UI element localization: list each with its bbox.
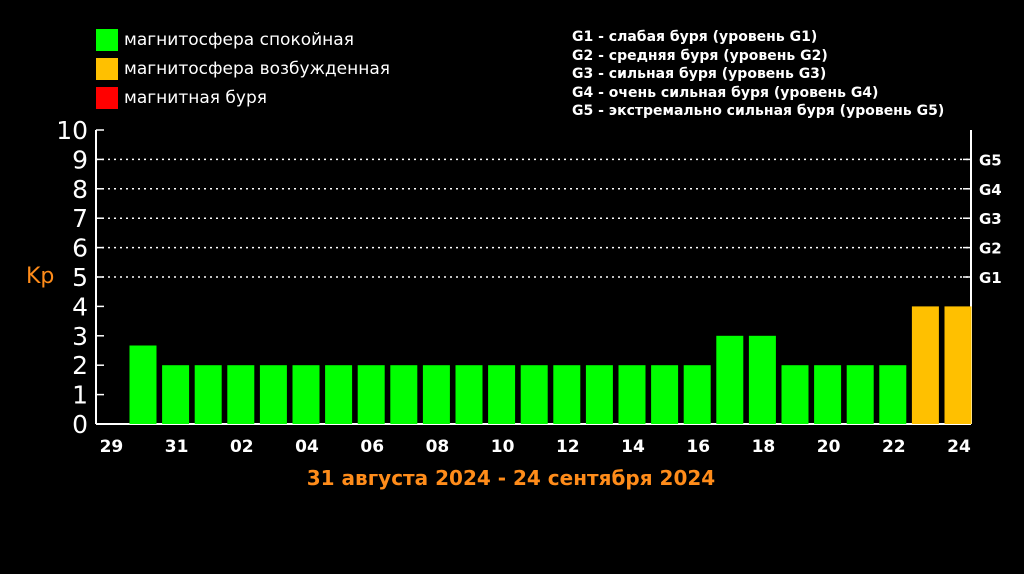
bar-16	[683, 365, 711, 424]
bar-10	[488, 365, 516, 424]
bar-08	[422, 365, 450, 424]
bar-17	[716, 335, 744, 424]
x-tick-label-22: 22	[882, 437, 906, 457]
storm-level-g3: G3 - сильная буря (уровень G3)	[572, 66, 827, 82]
bar-01	[194, 365, 222, 424]
bar-03	[259, 365, 287, 424]
legend-label-calm: магнитосфера спокойная	[124, 30, 354, 50]
bar-18	[748, 335, 776, 424]
storm-level-g5: G5 - экстремально сильная буря (уровень …	[572, 103, 945, 119]
bar-21	[846, 365, 874, 424]
legend-swatch-excited	[96, 58, 118, 80]
bar-13	[585, 365, 613, 424]
bar-14	[618, 365, 646, 424]
storm-level-g4: G4 - очень сильная буря (уровень G4)	[572, 84, 879, 101]
bar-09	[455, 365, 483, 424]
storm-level-list: G1 - слабая буря (уровень G1) G2 - средн…	[572, 28, 944, 121]
bar-31	[162, 365, 190, 424]
legend-item-calm: магнитосфера спокойная	[96, 29, 354, 51]
right-tick-label-g4: G4	[979, 181, 1002, 199]
x-tick-label-02: 02	[230, 437, 254, 457]
y-axis-label: Kp	[26, 264, 55, 289]
bar-20	[814, 365, 842, 424]
x-tick-label-16: 16	[686, 437, 710, 457]
bar-05	[325, 365, 353, 424]
bar-02	[227, 365, 255, 424]
x-tick-label-24: 24	[947, 437, 971, 457]
x-tick-label-06: 06	[360, 437, 384, 457]
bar-30	[129, 345, 157, 424]
bar-11	[520, 365, 548, 424]
y-tick-label-9: 9	[72, 145, 88, 174]
right-tick-label-g1: G1	[979, 269, 1002, 287]
bar-23	[911, 306, 939, 424]
right-tick-label-g3: G3	[979, 210, 1002, 228]
x-tick-label-10: 10	[491, 437, 515, 457]
bar-24	[944, 306, 972, 424]
bar-15	[651, 365, 679, 424]
y-tick-label-2: 2	[72, 351, 88, 380]
y-tick-label-0: 0	[72, 410, 88, 439]
bar-07	[390, 365, 418, 424]
bar-22	[879, 365, 907, 424]
x-tick-label-29: 29	[100, 437, 124, 457]
legend-label-excited: магнитосфера возбужденная	[124, 59, 390, 79]
bar-06	[357, 365, 385, 424]
bar-19	[781, 365, 809, 424]
y-tick-label-7: 7	[72, 204, 88, 233]
right-tick-label-g2: G2	[979, 240, 1002, 258]
y-tick-label-10: 10	[56, 116, 88, 145]
x-tick-label-31: 31	[165, 437, 189, 457]
bar-12	[553, 365, 581, 424]
legend-item-storm: магнитная буря	[96, 87, 267, 109]
x-tick-label-04: 04	[295, 437, 319, 457]
y-tick-label-4: 4	[72, 292, 88, 321]
y-tick-label-1: 1	[72, 381, 88, 410]
storm-level-g2: G2 - средняя буря (уровень G2)	[572, 47, 828, 64]
x-tick-label-14: 14	[621, 437, 645, 457]
y-tick-label-5: 5	[72, 263, 88, 292]
y-tick-label-3: 3	[72, 322, 88, 351]
x-tick-label-18: 18	[752, 437, 776, 457]
legend-item-excited: магнитосфера возбужденная	[96, 58, 390, 80]
y-tick-label-8: 8	[72, 175, 88, 204]
y-tick-label-6: 6	[72, 234, 88, 263]
right-tick-label-g5: G5	[979, 151, 1002, 169]
x-tick-label-12: 12	[556, 437, 580, 457]
legend-swatch-storm	[96, 87, 118, 109]
x-tick-label-20: 20	[817, 437, 841, 457]
x-tick-label-08: 08	[426, 437, 450, 457]
storm-level-g1: G1 - слабая буря (уровень G1)	[572, 29, 818, 45]
date-range-text: 31 августа 2024 - 24 сентября 2024	[306, 466, 716, 490]
chart-title: 31 августа 2024 - 24 сентября 2024	[0, 466, 1024, 490]
legend-label-storm: магнитная буря	[124, 88, 267, 108]
bar-04	[292, 365, 320, 424]
legend-swatch-calm	[96, 29, 118, 51]
